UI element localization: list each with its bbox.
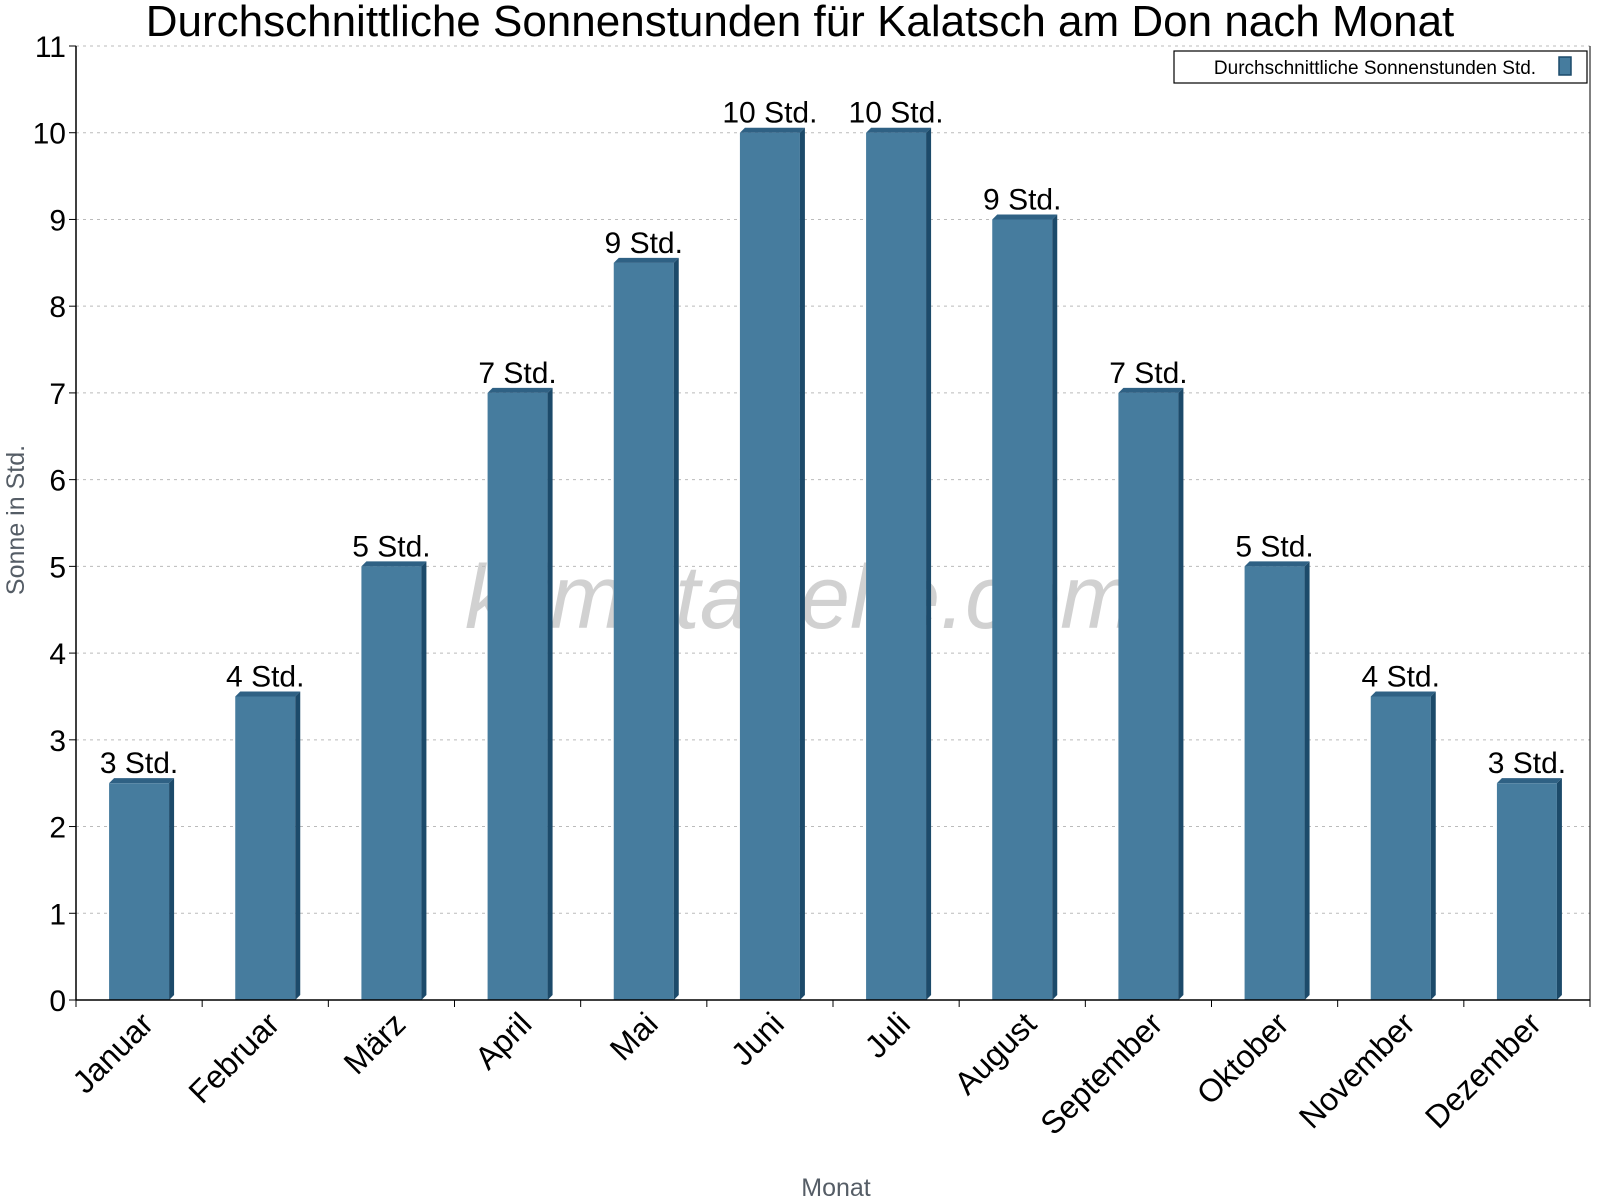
- gridlines: [76, 45, 1590, 914]
- bar-top: [739, 127, 805, 133]
- legend-swatch: [1558, 56, 1572, 76]
- bar-top: [487, 387, 553, 393]
- data-label: 10 Std.: [722, 97, 817, 130]
- bar-top: [613, 257, 679, 263]
- bar-front: [487, 392, 548, 1001]
- data-label: 5 Std.: [352, 530, 430, 563]
- x-tick-label: Januar: [65, 1005, 160, 1100]
- legend: Durchschnittliche Sonnenstunden Std.: [1173, 50, 1588, 84]
- bar-april: [487, 387, 553, 1001]
- x-tick-label: September: [1033, 1005, 1169, 1141]
- bar-side: [169, 778, 175, 1000]
- data-label: 7 Std.: [478, 357, 556, 390]
- y-tick-label: 11: [35, 31, 66, 64]
- legend-box: [1173, 50, 1588, 84]
- data-label: 4 Std.: [226, 660, 304, 693]
- data-label: 9 Std.: [983, 183, 1061, 216]
- data-label: 5 Std.: [1235, 530, 1313, 563]
- bar-top: [866, 127, 932, 133]
- bar-front: [1118, 392, 1179, 1001]
- bars: [109, 127, 1562, 1001]
- data-label: 10 Std.: [849, 97, 944, 130]
- bar-mai: [613, 257, 679, 1000]
- legend-label: Durchschnittliche Sonnenstunden Std.: [1214, 58, 1536, 79]
- bar-juni: [739, 127, 805, 1000]
- bar-top: [992, 214, 1058, 220]
- bar-side: [799, 127, 805, 1000]
- bar-januar: [109, 778, 175, 1000]
- bar-november: [1370, 691, 1436, 1000]
- x-tick-label: Oktober: [1190, 1005, 1296, 1111]
- bar-front: [109, 783, 170, 1000]
- bar-top: [109, 778, 175, 784]
- chart-title: Durchschnittliche Sonnenstunden für Kala…: [146, 0, 1455, 46]
- data-labels: 3 Std. 4 Std. 5 Std. 7 Std. 9 Std. 10 Std. 10 …: [100, 97, 1566, 780]
- y-tick-label: 7: [49, 378, 66, 411]
- y-tick-label: 10: [33, 118, 66, 151]
- x-tick-label: August: [947, 1005, 1043, 1101]
- y-tick-label: 0: [49, 985, 66, 1018]
- bar-side: [926, 127, 932, 1000]
- axes: [75, 46, 1591, 1007]
- x-tick-label: Juni: [724, 1005, 791, 1072]
- bar-juli: [866, 127, 932, 1000]
- bar-top: [1496, 778, 1562, 784]
- bar-front: [235, 696, 296, 1000]
- x-tick-label: November: [1292, 1005, 1422, 1135]
- bar-front: [613, 262, 674, 1000]
- y-tick-label: 4: [49, 638, 66, 671]
- bar-september: [1118, 387, 1184, 1001]
- y-tick-labels: 0 1 2 3 4 5 6 7 8 9 10 11: [33, 31, 76, 1018]
- x-tick-label: Februar: [182, 1005, 287, 1110]
- bar-side: [1178, 387, 1184, 1001]
- y-axis-title: Sonne in Std.: [2, 445, 30, 595]
- y-tick-label: 2: [49, 812, 66, 845]
- bar-side: [1304, 561, 1310, 1000]
- bar-side: [1556, 778, 1562, 1000]
- x-tick-label: Dezember: [1418, 1005, 1548, 1135]
- x-tick-label: März: [337, 1005, 413, 1081]
- data-label: 3 Std.: [1488, 747, 1566, 780]
- y-tick-label: 5: [49, 551, 66, 584]
- bar-top: [1118, 387, 1184, 393]
- bar-front: [1496, 783, 1557, 1000]
- bar-side: [673, 257, 679, 1000]
- x-axis-title: Monat: [801, 1174, 871, 1200]
- y-tick-label: 3: [49, 725, 66, 758]
- x-tick-label: April: [468, 1005, 539, 1076]
- x-tick-label: Mai: [603, 1005, 665, 1067]
- bar-august: [992, 214, 1058, 1001]
- bar-februar: [235, 691, 301, 1000]
- bar-side: [421, 561, 427, 1000]
- bar-top: [361, 561, 427, 567]
- bar-front: [866, 132, 927, 1000]
- x-tick-labels: Januar Februar März April Mai Juni Juli AugustS…: [65, 1005, 1548, 1141]
- bar-front: [739, 132, 800, 1000]
- bar-side: [1430, 691, 1436, 1000]
- bar-oktober: [1244, 561, 1310, 1000]
- data-label: 4 Std.: [1362, 660, 1440, 693]
- bar-dezember: [1496, 778, 1562, 1000]
- bar-front: [992, 219, 1053, 1001]
- data-label: 9 Std.: [605, 227, 683, 260]
- y-tick-label: 9: [49, 204, 66, 237]
- bar-side: [1052, 214, 1058, 1001]
- data-label: 3 Std.: [100, 747, 178, 780]
- bar-top: [1244, 561, 1310, 567]
- bar-side: [547, 387, 553, 1001]
- bar-front: [1244, 566, 1305, 1000]
- bar-top: [1370, 691, 1436, 697]
- x-tick-label: Juli: [858, 1005, 917, 1064]
- y-tick-label: 1: [49, 898, 66, 931]
- bar-front: [361, 566, 422, 1000]
- bar-top: [235, 691, 301, 697]
- bar-märz: [361, 561, 427, 1000]
- y-tick-label: 8: [49, 291, 66, 324]
- bar-side: [295, 691, 301, 1000]
- bar-front: [1370, 696, 1431, 1000]
- data-label: 7 Std.: [1109, 357, 1187, 390]
- y-tick-label: 6: [49, 465, 66, 498]
